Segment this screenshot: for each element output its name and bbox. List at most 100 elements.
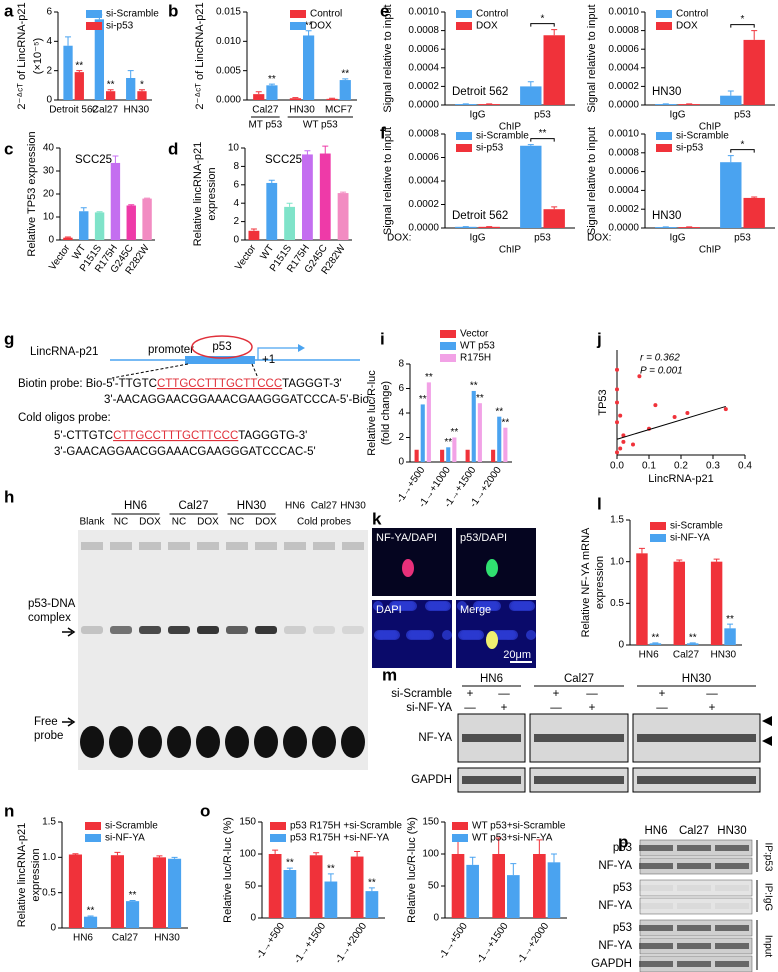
lane-label: HN30	[340, 501, 366, 512]
bar	[168, 858, 182, 928]
point	[618, 413, 623, 418]
treatment-sign: —	[550, 702, 562, 714]
bar	[465, 449, 470, 462]
row-label: si-NF-YA	[406, 702, 452, 714]
blot-band	[677, 885, 711, 891]
free-probe-band	[312, 726, 336, 758]
section-label: IP:IgG	[762, 883, 773, 912]
signal	[486, 631, 498, 649]
error-bar	[250, 228, 257, 231]
group-label: MT p53	[248, 120, 282, 131]
panel-letter: a	[4, 1, 14, 20]
y-tick-label: 0.5	[610, 598, 624, 609]
x-axis-label: LincRNA-p21	[648, 473, 713, 485]
probe-complement: 3'-AACAGGAACGGAAACGAAGGGATCCCA-5'-Bio	[104, 394, 369, 406]
chart-note: SCC25	[75, 154, 112, 166]
lane-label: HN6	[644, 825, 667, 837]
panel-letter: i	[380, 329, 385, 348]
complex-band	[110, 626, 132, 634]
legend-label: WT p53+si-NF-YA	[472, 833, 553, 844]
error-bar	[292, 97, 299, 99]
y-tick-label: 0.0010	[608, 7, 639, 18]
error-bar	[272, 849, 279, 854]
bar	[268, 854, 282, 918]
bar	[63, 45, 73, 100]
error-bar	[727, 155, 734, 163]
significance: **	[305, 20, 313, 31]
x-tick-label: HN6	[639, 650, 659, 661]
error-bar	[286, 202, 293, 207]
legend-swatch	[270, 822, 286, 830]
legend-swatch	[656, 144, 672, 152]
error-bar	[107, 89, 114, 92]
bar	[724, 628, 736, 645]
group-label: HN30	[682, 673, 711, 685]
error-bar	[255, 91, 262, 95]
y-axis-label: TP53	[597, 389, 609, 415]
annotation: P = 0.001	[640, 366, 683, 377]
legend-label: si-p53	[676, 143, 704, 154]
y-tick-label: 0.0008	[608, 147, 639, 158]
bar	[478, 104, 500, 105]
legend-label: si-NF-YA	[105, 833, 145, 844]
x-tick-label: Cal27	[252, 105, 279, 116]
bar	[649, 643, 662, 645]
trend-line	[616, 405, 726, 440]
lane-label: HN30	[717, 825, 746, 837]
tss-arrow	[257, 347, 298, 360]
blot-label: NF-YA	[598, 940, 632, 952]
bar	[94, 19, 104, 100]
legend-swatch	[456, 10, 472, 18]
error-bar	[268, 179, 275, 183]
y-tick-label: 0	[46, 95, 52, 106]
bar	[492, 854, 505, 918]
arrow	[62, 627, 76, 637]
bar	[420, 404, 425, 462]
bar	[451, 854, 465, 918]
well-smear	[81, 542, 103, 550]
bar	[636, 553, 648, 645]
y-tick-label: 0.0002	[408, 81, 439, 92]
annotation: r = 0.362	[640, 353, 680, 364]
arrowhead	[762, 736, 772, 746]
blot-band	[715, 863, 749, 869]
legend-label: si-Scramble	[676, 131, 729, 142]
bar	[365, 891, 379, 918]
error-bar	[527, 144, 534, 146]
y-axis-label: Signal relative to input	[382, 127, 394, 235]
error-bar	[72, 853, 79, 855]
point	[685, 411, 690, 415]
lane-label: NC	[230, 517, 244, 528]
bar	[533, 854, 546, 918]
significance: **	[87, 906, 95, 917]
error-bar	[550, 853, 557, 863]
blot-band	[637, 776, 756, 784]
lane-group: Cal27	[178, 500, 208, 512]
bar	[326, 98, 338, 100]
complex-band	[168, 626, 190, 634]
x-tick-label: 0.2	[674, 461, 688, 472]
significance: **	[75, 60, 83, 71]
bar	[743, 39, 765, 105]
bar	[303, 35, 315, 100]
blot-band	[715, 885, 749, 891]
treatment-sign: +	[467, 688, 474, 700]
blot-label: NF-YA	[418, 732, 452, 744]
x-tick-label: 0.3	[706, 461, 720, 472]
nucleus	[473, 601, 483, 611]
signal	[402, 559, 414, 577]
error-bar	[156, 855, 163, 858]
probe-title: Cold oligos probe:	[18, 412, 111, 424]
significance: **	[501, 417, 509, 428]
legend-label: si-Scramble	[105, 821, 158, 832]
lane-label: DOX	[255, 517, 277, 528]
y-tick-label: 0.015	[216, 7, 241, 18]
x-tick-label: 0.0	[610, 461, 624, 472]
legend-swatch	[270, 834, 286, 842]
blot-label: GAPDH	[591, 958, 632, 970]
lane-group: HN30	[237, 500, 266, 512]
bar	[152, 857, 166, 928]
x-tick-label: IgG	[669, 110, 685, 121]
significance: **	[450, 427, 458, 438]
